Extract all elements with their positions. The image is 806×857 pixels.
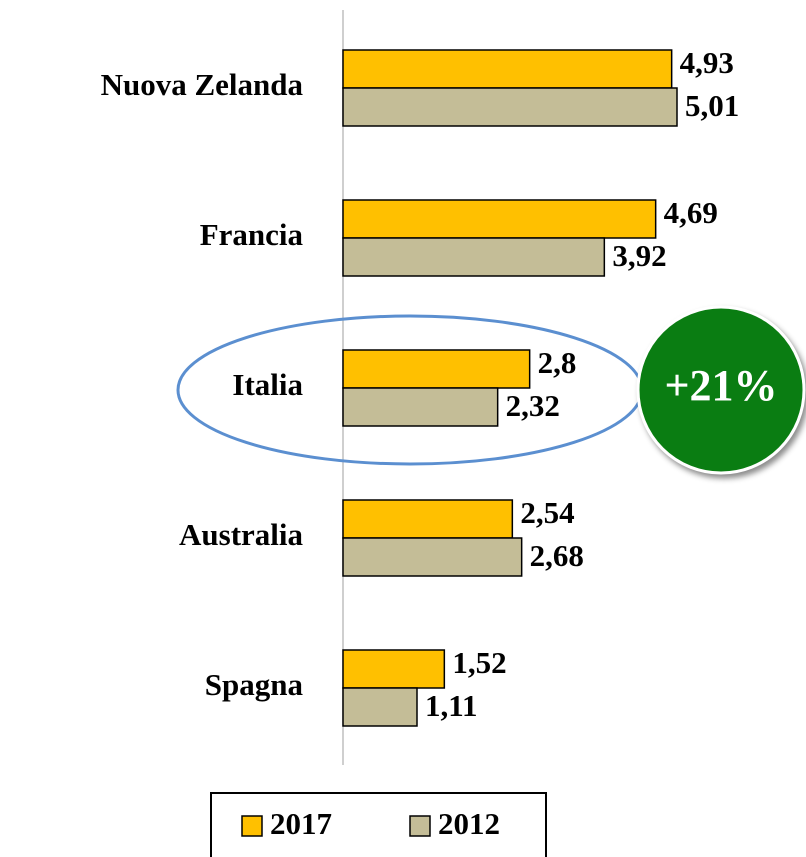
value-label: 2,54 <box>520 495 574 530</box>
badge <box>636 305 806 475</box>
value-label: 1,52 <box>452 645 506 680</box>
bar <box>342 87 678 127</box>
value-label: 3,92 <box>612 238 666 273</box>
bar <box>342 687 418 727</box>
bar <box>342 499 514 539</box>
category-label: Australia <box>179 517 304 552</box>
category-label: Nuova Zelanda <box>101 67 304 102</box>
legend: 2017 2012 <box>241 806 500 841</box>
plot: Nuova Zelanda 4,93 5,01 Francia 4,69 3,92 Ital… <box>101 45 739 727</box>
legend-swatch <box>241 815 263 837</box>
value-label: 2,32 <box>506 388 560 423</box>
annotation: +21% <box>664 361 777 410</box>
legend-label: 2012 <box>438 806 500 841</box>
category-label: Italia <box>232 367 303 402</box>
bar <box>342 199 657 239</box>
value-label: 1,11 <box>425 688 478 723</box>
bar <box>342 49 673 89</box>
value-label: 4,69 <box>664 195 718 230</box>
value-label: 2,8 <box>538 345 577 380</box>
value-label: 4,93 <box>680 45 734 80</box>
bar <box>342 649 446 689</box>
legend-box <box>210 792 547 857</box>
bar <box>342 349 531 389</box>
category-label: Spagna <box>205 667 304 702</box>
bar <box>342 387 499 427</box>
bar <box>342 537 523 577</box>
legend-label: 2017 <box>270 806 332 841</box>
value-label: 2,68 <box>530 538 584 573</box>
value-label: 5,01 <box>685 88 739 123</box>
legend-swatch <box>409 815 431 837</box>
category-label: Francia <box>200 217 304 252</box>
bar <box>342 237 606 277</box>
